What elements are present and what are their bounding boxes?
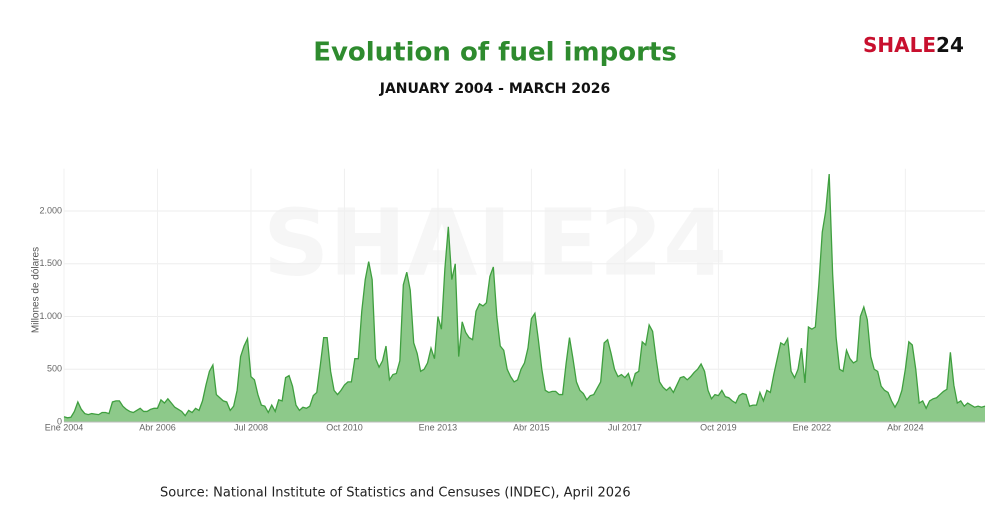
watermark: SHALE24 [263, 189, 727, 296]
y-tick-label: 2.000 [39, 205, 62, 215]
y-tick-label: 1.500 [39, 258, 62, 268]
y-tick-label: 0 [57, 416, 62, 426]
x-tick-label: Abr 2015 [513, 422, 550, 432]
y-tick-label: 1.000 [39, 311, 62, 321]
x-tick-label: Ene 2022 [793, 422, 832, 432]
x-tick-label: Oct 2019 [700, 422, 737, 432]
brand-part: 24 [936, 33, 964, 57]
plot-area: 0 500 1.000 1.500 2.000 Ene 2004 Abr 2006 Jul 2… [39, 168, 986, 432]
x-tick-label: Abr 2024 [887, 422, 924, 432]
area-fill [64, 174, 985, 422]
chart-subtitle: JANUARY 2004 - MARCH 2026 [379, 81, 610, 97]
x-tick-label: Jul 2008 [234, 422, 268, 432]
x-tick-label: Ene 2004 [45, 422, 84, 432]
y-tick-label: 500 [47, 364, 62, 374]
chart-title: Evolution of fuel imports [313, 38, 677, 68]
y-axis-title: Millones de dólares [31, 247, 42, 333]
x-tick-label: Ene 2013 [419, 422, 458, 432]
x-tick-label: Abr 2006 [139, 422, 176, 432]
area-line [63, 174, 986, 419]
x-tick-label: Jul 2017 [608, 422, 642, 432]
brand-part: SHALE [863, 33, 936, 57]
brand-logo: SHALE24 [863, 33, 964, 57]
source-note: Source: National Institute of Statistics… [160, 486, 631, 501]
x-tick-label: Oct 2010 [326, 422, 363, 432]
